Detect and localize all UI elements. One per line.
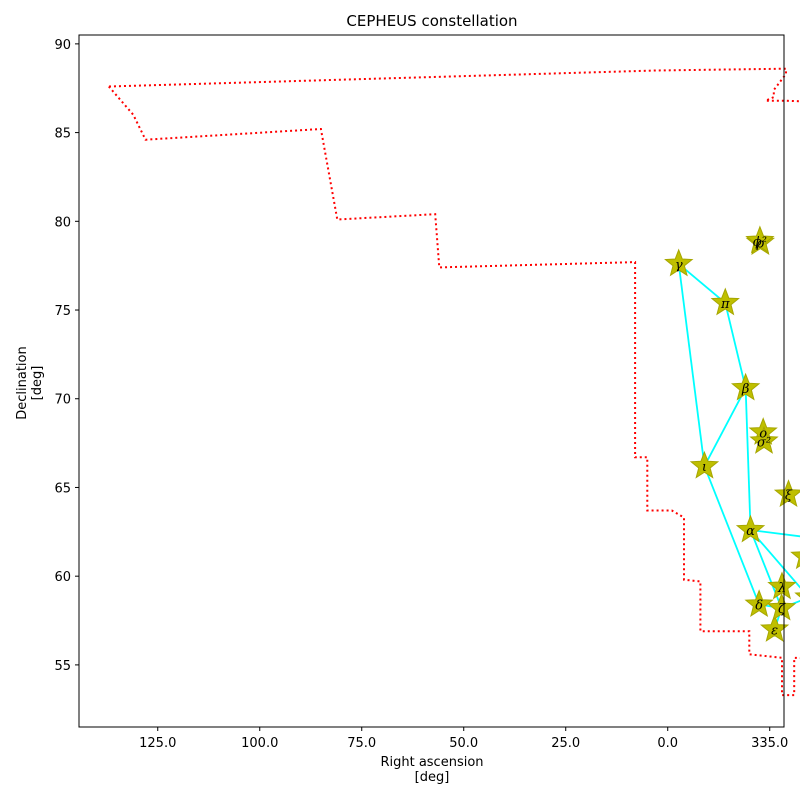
y-tick-label: 80 xyxy=(54,215,71,230)
star-label-pi: π xyxy=(720,297,730,312)
y-axis-label-line2: [deg] xyxy=(30,366,45,401)
x-axis-label-line1: Right ascension xyxy=(380,755,483,770)
star-label-xi: ξ xyxy=(785,489,793,504)
star-label-phi2: ϕ² xyxy=(753,235,767,250)
y-axis-label-line1: Declination xyxy=(15,346,30,420)
asterism-line-pi-beta xyxy=(725,303,745,388)
y-axis: 55 60 65 70 75 80 85 90 xyxy=(54,38,79,674)
axes-frame xyxy=(79,35,784,727)
y-tick-label: 55 xyxy=(54,659,71,674)
star-label-lambda: λ xyxy=(777,581,786,596)
chart-title: CEPHEUS constellation xyxy=(346,12,517,30)
y-tick-label: 85 xyxy=(54,127,71,142)
x-tick-label: 50.0 xyxy=(449,736,478,751)
asterism-line-beta-alpha xyxy=(746,388,751,530)
star-label-gamma: γ xyxy=(675,258,683,273)
x-tick-label: 0.0 xyxy=(657,736,678,751)
asterism-line-iota-beta xyxy=(704,388,745,466)
constellation-boundary xyxy=(109,69,800,695)
y-tick-label: 90 xyxy=(54,38,71,53)
x-tick-label: 125.0 xyxy=(139,736,176,751)
star-label-zeta: ζ xyxy=(778,602,786,617)
y-tick-label: 60 xyxy=(54,570,71,585)
star-label-alpha: α xyxy=(746,524,755,539)
x-tick-label: 100.0 xyxy=(241,736,278,751)
star-label-epsilon: ε xyxy=(771,623,778,638)
star-marker-nu xyxy=(792,543,800,568)
y-tick-label: 65 xyxy=(54,481,71,496)
star-label-beta: β xyxy=(741,382,750,397)
y-tick-label: 75 xyxy=(54,304,71,319)
x-tick-label: 25.0 xyxy=(551,736,580,751)
x-axis-label-line2: [deg] xyxy=(415,770,450,785)
x-tick-label: 75.0 xyxy=(347,736,376,751)
plot-area: αβγδεζηθικλμνξπορϕ²σ² xyxy=(109,69,800,695)
asterism-line-iota-gamma xyxy=(679,264,705,466)
y-tick-label: 70 xyxy=(54,393,71,408)
star-label-sigma2: σ² xyxy=(757,435,771,450)
star-label-delta: δ xyxy=(755,599,763,614)
x-tick-label: 335.0 xyxy=(751,736,788,751)
star-label-iota: ι xyxy=(702,460,707,475)
